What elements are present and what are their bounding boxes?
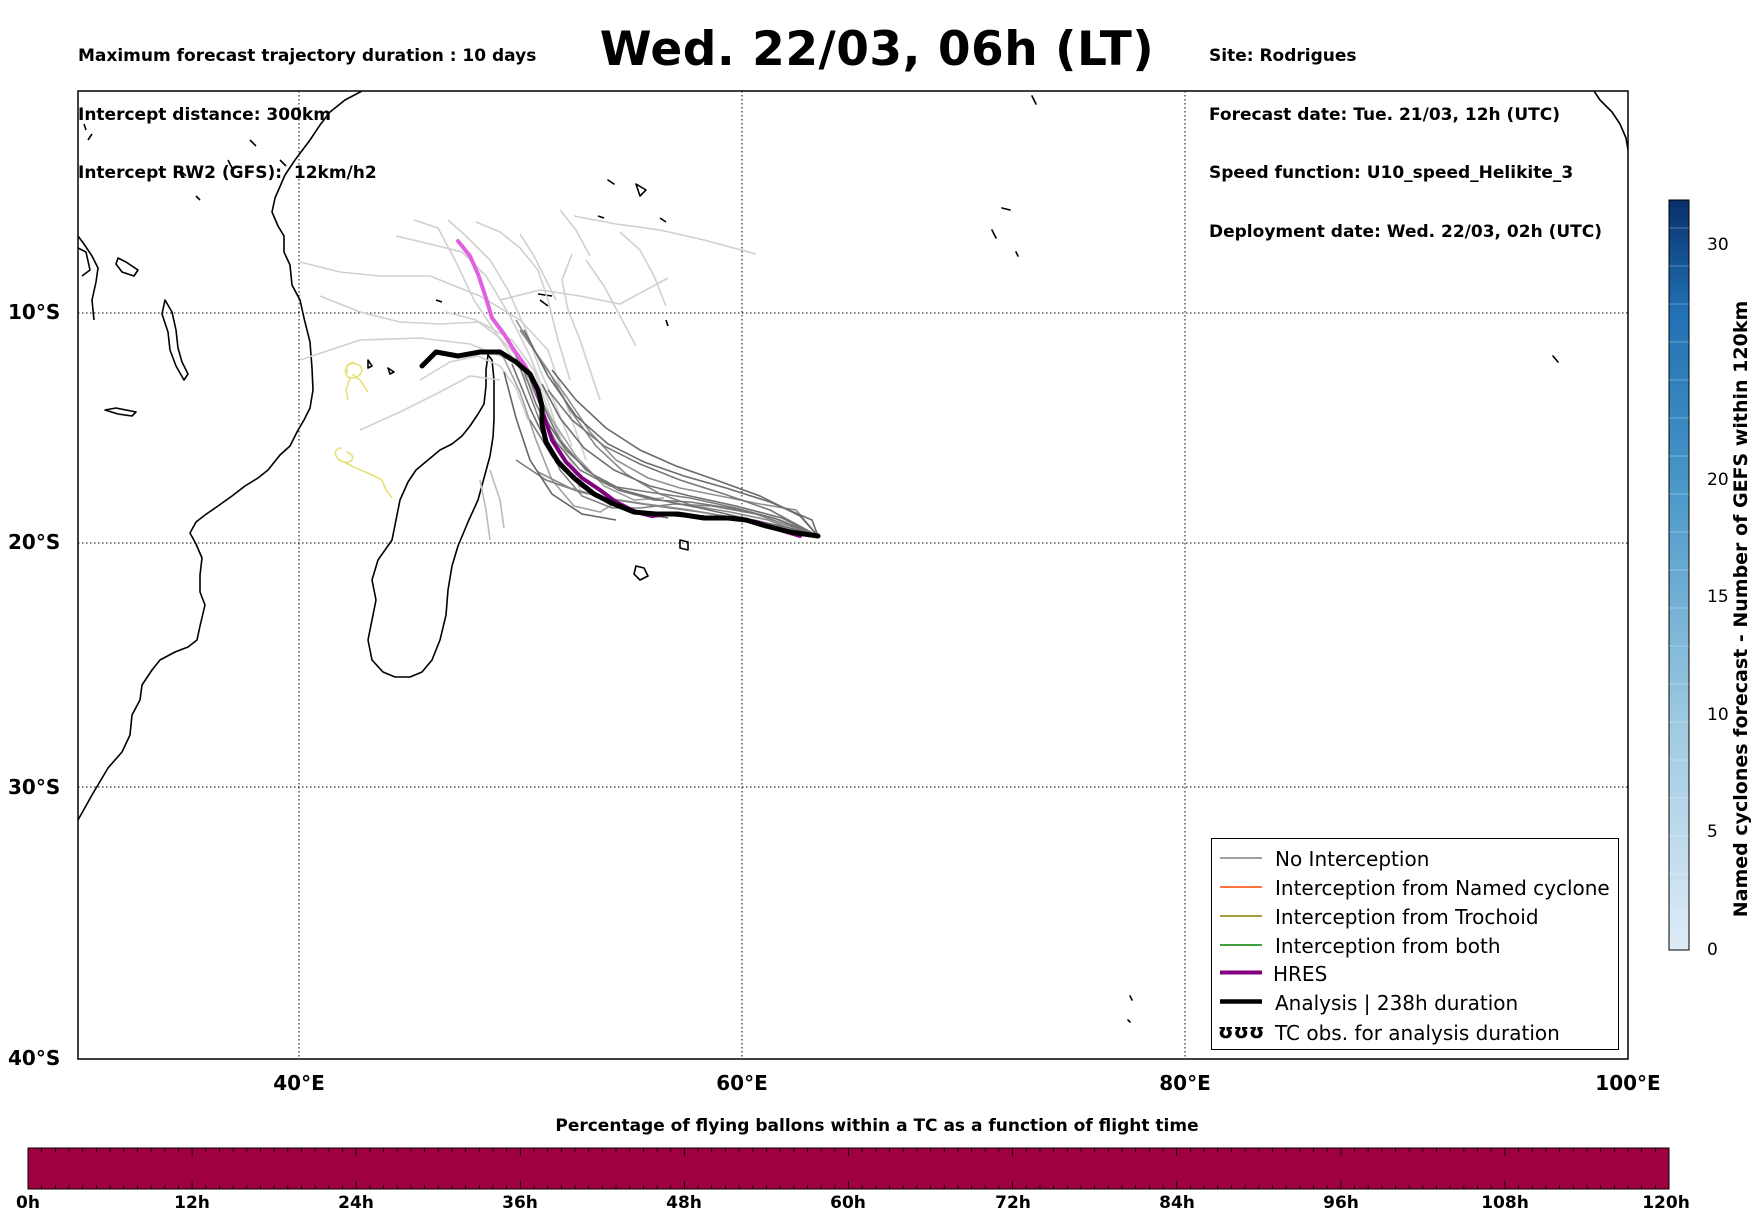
lon-label-100e: 100°E	[1595, 1071, 1661, 1095]
legend-label: No Interception	[1275, 847, 1430, 871]
island-b	[115, 257, 139, 277]
legend-label: Interception from Trochoid	[1275, 905, 1539, 929]
mascarene-2	[679, 539, 689, 551]
legend-analysis: Analysis | 238h duration	[1212, 987, 1618, 1015]
pct-label-60h: 60h	[830, 1193, 866, 1213]
page-title: Wed. 22/03, 06h (LT)	[599, 22, 1155, 77]
seychelles-1	[635, 183, 647, 197]
island-c	[104, 407, 137, 417]
pct-label-84h: 84h	[1159, 1193, 1195, 1213]
chagos-2	[991, 229, 997, 239]
intercept-distance-text: Intercept distance: 300km	[78, 104, 331, 125]
legend-line-purple	[1220, 970, 1262, 975]
site-text: Site: Rodrigues	[1209, 46, 1357, 66]
legend-line-black	[1220, 999, 1262, 1004]
legend-line-olive	[1220, 915, 1262, 917]
pct-label-96h: 96h	[1323, 1193, 1359, 1213]
cb-tick-5: 5	[1707, 822, 1718, 842]
tc-obs-tracks	[334, 361, 393, 499]
reef-islets	[435, 215, 669, 327]
lat-label-30s: 30°S	[8, 775, 61, 799]
legend-trochoid: Interception from Trochoid	[1212, 901, 1618, 929]
map-frame	[77, 90, 1629, 1060]
madagascar-coastline	[367, 354, 495, 678]
chagos-1	[1001, 207, 1011, 211]
cb-tick-15: 15	[1707, 587, 1729, 607]
seychelles-2	[607, 179, 615, 185]
legend-line-green	[1220, 944, 1262, 946]
percentage-bar-title: Percentage of flying ballons within a TC…	[555, 1116, 1199, 1136]
header-right: Site: Rodrigues Forecast date: Tue. 21/0…	[1209, 8, 1602, 262]
cocos	[1552, 355, 1559, 363]
lon-label-60e: 60°E	[716, 1071, 768, 1095]
legend-no-interception: No Interception	[1212, 843, 1618, 871]
header-left: Maximum forecast trajectory duration : 1…	[78, 8, 536, 203]
pct-label-108h: 108h	[1481, 1193, 1529, 1213]
gefs-trajectories	[299, 209, 819, 541]
colorbar	[1668, 199, 1690, 951]
legend-label: Interception from both	[1275, 934, 1501, 958]
map-grid	[78, 91, 1628, 1059]
legend-hres: HRES	[1212, 958, 1618, 986]
pct-label-36h: 36h	[502, 1193, 538, 1213]
map-legend: No Interception Interception from Named …	[1211, 838, 1619, 1050]
legend-line-gray	[1220, 857, 1262, 859]
legend-line-orange	[1220, 886, 1262, 888]
colorbar-title: Named cyclones forecast - Number of GEFS…	[1730, 300, 1752, 918]
comoros-1	[367, 359, 373, 369]
maldives	[1031, 95, 1037, 105]
pct-label-12h: 12h	[174, 1193, 210, 1213]
pct-label-0h: 0h	[16, 1193, 40, 1213]
comoros-2	[387, 367, 395, 375]
island-d	[78, 247, 91, 277]
legend-named-cyclone: Interception from Named cyclone	[1212, 872, 1618, 900]
africa-coastline	[78, 91, 363, 821]
lat-label-20s: 20°S	[8, 530, 61, 554]
cb-tick-10: 10	[1707, 705, 1729, 725]
percentage-bar	[27, 1147, 1670, 1190]
east-africa-islets	[83, 123, 287, 201]
lat-label-40s: 40°S	[8, 1046, 61, 1070]
island-a	[161, 299, 189, 381]
sumatra	[1593, 91, 1628, 151]
legend-both: Interception from both	[1212, 930, 1618, 958]
legend-label: TC obs. for analysis duration	[1275, 1021, 1560, 1045]
max-duration-text: Maximum forecast trajectory duration : 1…	[78, 46, 537, 66]
amsterdam-1	[1129, 995, 1133, 1001]
cb-tick-30: 30	[1707, 235, 1729, 255]
horn-coast	[78, 235, 99, 321]
legend-tc-obs: ʊʊʊ TC obs. for analysis duration	[1212, 1017, 1618, 1045]
speed-function-text: Speed function: U10_speed_Helikite_3	[1209, 163, 1574, 183]
forecast-date-text: Forecast date: Tue. 21/03, 12h (UTC)	[1209, 104, 1560, 125]
analysis-track	[419, 349, 821, 539]
lat-label-10s: 10°S	[8, 300, 61, 324]
legend-label: HRES	[1273, 962, 1328, 986]
legend-label: Interception from Named cyclone	[1275, 876, 1610, 900]
cb-tick-0: 0	[1707, 940, 1718, 960]
cb-tick-20: 20	[1707, 470, 1729, 490]
lon-label-80e: 80°E	[1159, 1071, 1211, 1095]
mascarene-1	[633, 565, 649, 581]
pct-label-120h: 120h	[1642, 1193, 1690, 1213]
pct-label-24h: 24h	[338, 1193, 374, 1213]
lon-label-40e: 40°E	[273, 1071, 325, 1095]
legend-label: Analysis | 238h duration	[1275, 991, 1519, 1015]
intercept-rw2-text: Intercept RW2 (GFS): 12km/h2	[78, 163, 377, 183]
coastlines	[78, 91, 1628, 1023]
chagos-3	[1015, 251, 1019, 257]
amsterdam-2	[1127, 1019, 1131, 1023]
deployment-date-text: Deployment date: Wed. 22/03, 02h (UTC)	[1209, 221, 1603, 242]
pct-label-72h: 72h	[995, 1193, 1031, 1213]
tc-obs-symbol-icon: ʊʊʊ	[1218, 1019, 1265, 1043]
pct-label-48h: 48h	[666, 1193, 702, 1213]
